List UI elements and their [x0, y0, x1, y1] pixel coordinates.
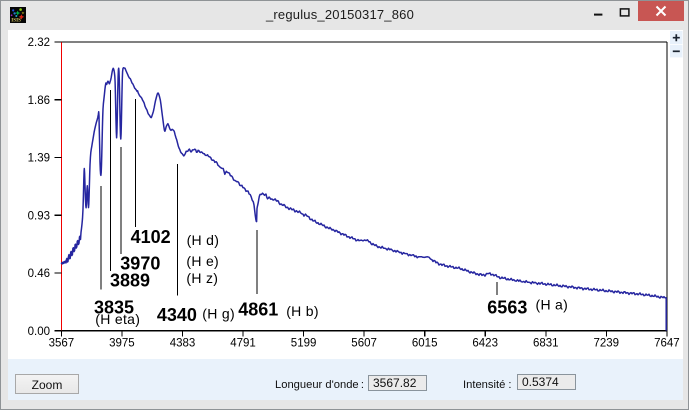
svg-text:6015: 6015	[412, 338, 438, 350]
svg-text:(H g): (H g)	[202, 306, 235, 322]
svg-text:(H d): (H d)	[187, 232, 220, 248]
svg-text:2.32: 2.32	[28, 37, 50, 49]
svg-text:(H a): (H a)	[536, 296, 569, 312]
svg-text:4102: 4102	[131, 227, 171, 247]
svg-text:(H e): (H e)	[186, 253, 219, 269]
svg-text:7239: 7239	[594, 338, 620, 350]
svg-text:1.86: 1.86	[28, 95, 50, 107]
svg-text:6563: 6563	[487, 297, 527, 317]
svg-text:(H eta): (H eta)	[95, 311, 140, 327]
svg-text:(H z): (H z)	[186, 270, 218, 286]
svg-text:0.46: 0.46	[28, 268, 50, 280]
svg-text:0.00: 0.00	[28, 326, 50, 338]
svg-text:4861: 4861	[238, 300, 278, 320]
svg-text:4791: 4791	[230, 338, 256, 350]
svg-text:6423: 6423	[472, 338, 498, 350]
svg-text:5607: 5607	[351, 338, 377, 350]
svg-text:3970: 3970	[120, 254, 160, 274]
svg-text:3889: 3889	[110, 270, 150, 290]
svg-text:0.93: 0.93	[28, 210, 50, 222]
svg-text:3975: 3975	[109, 338, 135, 350]
svg-text:1.39: 1.39	[28, 153, 50, 165]
svg-text:4340: 4340	[157, 305, 197, 325]
svg-text:(H b): (H b)	[286, 303, 319, 319]
svg-text:3567: 3567	[49, 338, 75, 350]
svg-text:6831: 6831	[533, 338, 559, 350]
svg-text:7647: 7647	[654, 338, 680, 350]
svg-text:3835: 3835	[94, 298, 134, 318]
svg-text:5199: 5199	[291, 338, 317, 350]
svg-text:4383: 4383	[170, 338, 196, 350]
svg-text:ISIS: ISIS	[11, 18, 21, 23]
